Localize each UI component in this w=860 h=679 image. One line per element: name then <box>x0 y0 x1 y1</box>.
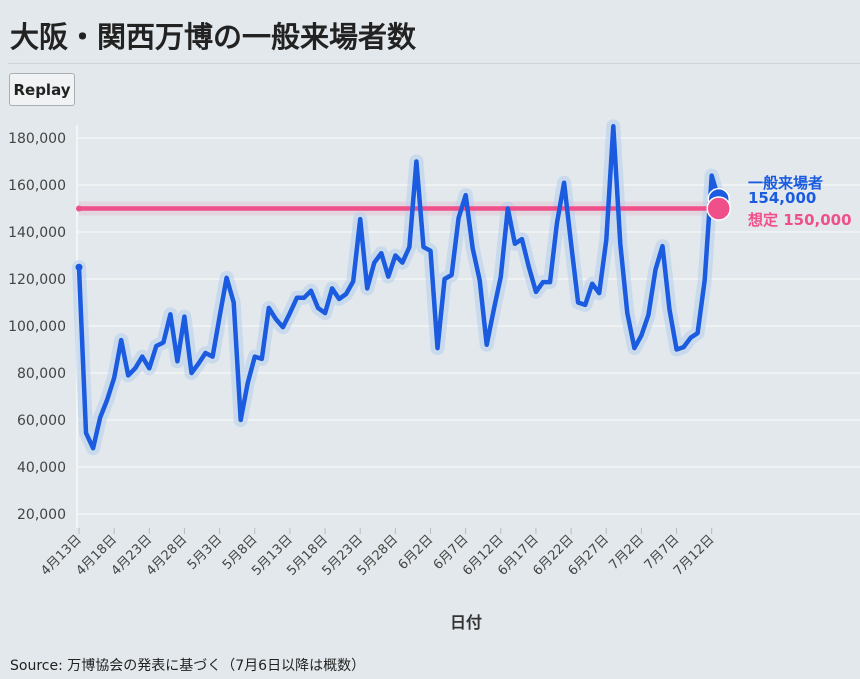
y-tick-label: 180,000 <box>8 131 66 147</box>
y-tick-label: 100,000 <box>8 319 66 335</box>
y-tick-label: 120,000 <box>8 272 66 288</box>
visitors-end-label: 一般来場者 <box>748 174 823 192</box>
page-title: 大阪・関西万博の一般来場者数 <box>10 20 417 54</box>
visitors-end-value: 154,000 <box>748 189 816 207</box>
series-layer <box>72 119 731 456</box>
y-tick-label: 60,000 <box>17 413 66 429</box>
y-tick-label: 80,000 <box>17 366 66 382</box>
target-start-point <box>76 205 82 212</box>
y-tick-label: 160,000 <box>8 178 66 194</box>
x-tick-label: 5月3日 <box>185 532 226 573</box>
replay-button[interactable]: Replay <box>9 73 75 106</box>
visitors-line <box>76 124 721 451</box>
x-tick-label: 6月2日 <box>396 532 437 573</box>
source-note: Source: 万博協会の発表に基づく（7月6日以降は概数） <box>10 658 366 674</box>
y-tick-label: 140,000 <box>8 225 66 241</box>
gridlines <box>76 125 860 528</box>
y-tick-label: 20,000 <box>17 507 66 523</box>
x-tick-label: 7月2日 <box>607 532 648 573</box>
title-divider <box>8 63 860 64</box>
visitors-start-point <box>75 263 83 271</box>
target-end-label: 想定 150,000 <box>747 211 852 229</box>
y-tick-label: 40,000 <box>17 460 66 476</box>
target-end-point <box>706 196 731 221</box>
x-axis-label: 日付 <box>450 613 482 632</box>
x-axis-ticks: 4月13日4月18日4月23日4月28日5月3日5月8日5月13日5月18日5月… <box>38 528 718 579</box>
y-axis-ticks: 20,000 40,000 60,000 80,000 100,000 120,000 14… <box>8 131 66 523</box>
